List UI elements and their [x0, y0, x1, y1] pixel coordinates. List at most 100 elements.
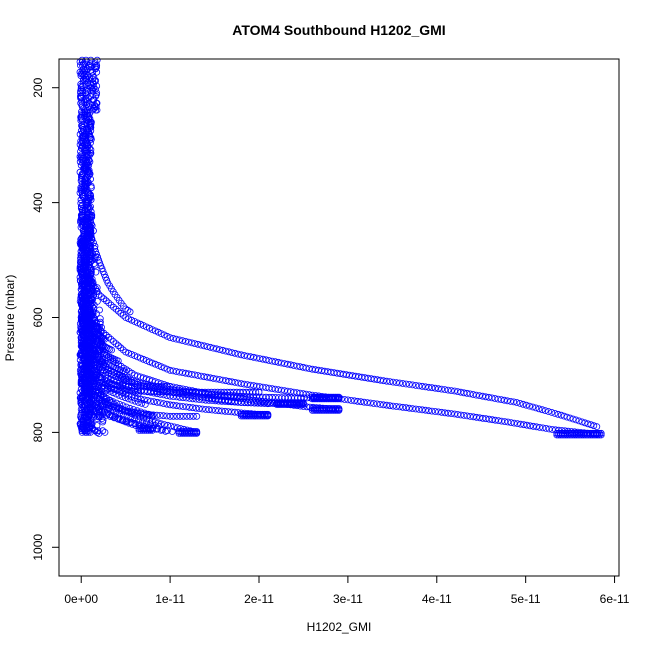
data-point [451, 387, 459, 395]
data-point [516, 399, 524, 407]
data-point [193, 429, 201, 437]
data-point [523, 421, 531, 429]
data-point [383, 401, 391, 409]
data-point [97, 366, 105, 374]
data-point [189, 412, 197, 420]
x-tick-label: 0e+00 [64, 592, 98, 606]
data-point [157, 420, 165, 428]
data-point [137, 373, 144, 381]
data-point [173, 412, 181, 420]
data-point [103, 401, 110, 409]
data-point [234, 350, 242, 358]
data-point [139, 374, 147, 382]
data-point [83, 333, 91, 341]
data-point [78, 274, 86, 282]
data-point [412, 405, 420, 413]
plot-frame [58, 58, 620, 577]
data-point [254, 399, 262, 407]
data-point [148, 359, 156, 367]
data-point [594, 429, 602, 437]
data-point [208, 406, 216, 414]
data-point [121, 386, 128, 394]
data-point [255, 388, 263, 396]
data-point [214, 388, 222, 396]
data-point [81, 261, 89, 269]
data-point [84, 72, 92, 80]
data-point [93, 428, 101, 436]
data-point [79, 252, 87, 260]
data-point [137, 387, 145, 395]
data-point [169, 334, 177, 342]
data-point [418, 406, 426, 414]
data-point [117, 344, 125, 352]
data-point [290, 362, 298, 369]
data-point [507, 419, 515, 427]
data-point [422, 406, 429, 414]
data-point [95, 383, 102, 390]
data-point [268, 357, 276, 365]
data-point [191, 429, 199, 437]
data-point [95, 364, 103, 372]
data-point [79, 387, 86, 395]
data-point [91, 392, 98, 400]
data-point [93, 68, 101, 76]
data-point [135, 410, 143, 418]
data-point [594, 431, 602, 439]
data-point [93, 250, 100, 258]
data-point [402, 380, 410, 388]
data-point [108, 346, 115, 354]
x-axis-label: H1202_GMI [307, 620, 372, 634]
data-point [140, 387, 148, 395]
x-tick-label: 5e-11 [511, 592, 541, 606]
data-point [169, 412, 177, 420]
data-point [383, 377, 391, 385]
data-point [228, 349, 236, 357]
data-point [438, 408, 446, 416]
data-point [186, 412, 194, 420]
data-point [418, 382, 426, 390]
data-point [441, 386, 449, 394]
data-point [105, 333, 113, 341]
data-point [211, 406, 219, 414]
data-point [198, 393, 206, 401]
data-point [239, 395, 247, 403]
data-point [271, 358, 279, 366]
data-point [153, 388, 161, 396]
data-point [224, 408, 232, 416]
data-points [76, 56, 605, 439]
data-point [77, 89, 84, 97]
data-point [251, 399, 259, 407]
data-point [376, 400, 384, 408]
data-point [100, 369, 107, 377]
data-point [193, 428, 201, 435]
data-point [194, 372, 202, 379]
data-point [134, 372, 141, 380]
data-point [399, 380, 407, 387]
data-point [522, 401, 530, 409]
data-point [216, 376, 224, 383]
data-point [264, 400, 272, 408]
data-point [331, 406, 339, 414]
data-point [100, 329, 108, 337]
data-point [86, 422, 94, 429]
data-point [441, 409, 449, 417]
data-point [169, 367, 177, 375]
data-point [159, 412, 167, 420]
data-point [215, 396, 223, 404]
data-point [79, 277, 87, 285]
data-point [125, 349, 133, 357]
data-point [204, 388, 212, 396]
data-point [85, 380, 93, 388]
data-point [98, 383, 105, 391]
data-point [444, 386, 452, 394]
data-point [262, 410, 270, 418]
data-point [151, 327, 159, 335]
data-point [100, 295, 108, 303]
data-point [98, 415, 106, 423]
data-point [529, 403, 537, 411]
data-point [262, 412, 270, 420]
data-point [173, 384, 180, 392]
data-point [80, 300, 87, 308]
data-point [81, 303, 88, 311]
data-point [79, 248, 87, 256]
